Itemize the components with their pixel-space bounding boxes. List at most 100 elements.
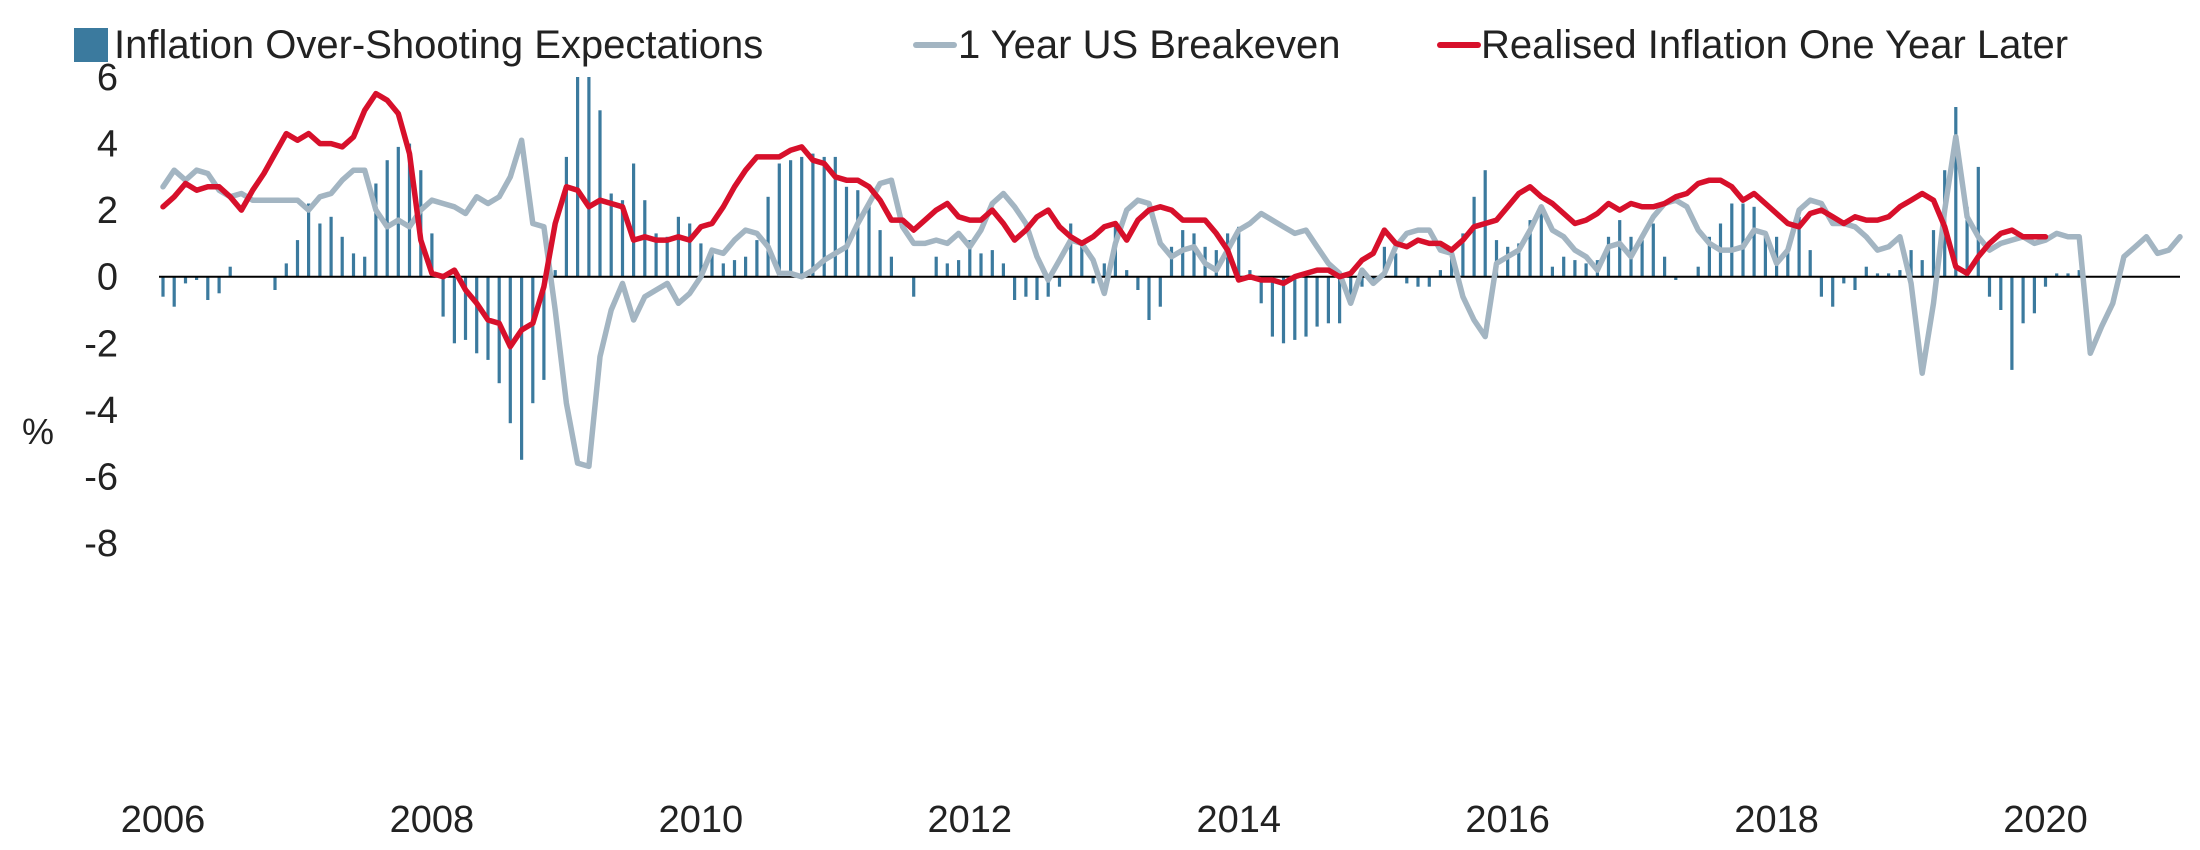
legend-swatch-bars — [74, 28, 108, 62]
bar — [766, 196, 770, 277]
bar — [1427, 276, 1431, 287]
x-axis: 2006 2008 2010 2012 2014 2016 2018 2020 — [121, 799, 2088, 841]
bar — [867, 203, 871, 277]
bar — [2010, 276, 2014, 370]
bar — [1001, 263, 1005, 277]
bar — [1819, 276, 1823, 297]
bar — [1987, 276, 1992, 297]
bar — [564, 156, 568, 277]
bar — [945, 263, 949, 277]
bar — [878, 230, 882, 277]
bar — [1517, 243, 1521, 277]
bar — [396, 146, 400, 277]
bar — [318, 223, 322, 277]
bar — [665, 236, 669, 277]
bar — [1875, 273, 1880, 277]
bar — [710, 253, 714, 277]
bar — [1192, 233, 1196, 277]
bar — [889, 256, 893, 277]
bar — [979, 253, 983, 277]
bar — [1965, 206, 1969, 277]
x-tick-label: 2018 — [1734, 799, 1819, 841]
bar — [811, 153, 815, 277]
bar — [934, 256, 938, 277]
bar — [1360, 276, 1364, 287]
bar — [1125, 270, 1129, 277]
bar — [1237, 226, 1241, 277]
bar — [273, 276, 277, 290]
bar — [475, 276, 479, 354]
bar — [732, 260, 737, 277]
bar — [2043, 276, 2048, 287]
bar — [1752, 206, 1756, 277]
bar — [598, 110, 602, 277]
bar — [755, 240, 759, 277]
bar — [441, 276, 445, 317]
bar — [1326, 276, 1330, 324]
bar — [1102, 263, 1106, 277]
bar — [1405, 276, 1409, 284]
x-tick-label: 2008 — [390, 799, 475, 841]
bar — [587, 77, 591, 277]
y-tick-label: -6 — [84, 456, 118, 498]
bar — [1864, 266, 1868, 277]
bar — [1281, 276, 1286, 344]
bar — [183, 276, 188, 284]
bar — [340, 236, 344, 277]
bar — [307, 203, 311, 277]
bar — [632, 163, 636, 277]
bar — [609, 193, 613, 277]
bar — [172, 276, 176, 307]
bar — [1539, 213, 1543, 277]
bar — [1842, 276, 1846, 284]
bar — [1091, 276, 1095, 284]
bar — [1349, 276, 1353, 304]
bar — [699, 243, 703, 277]
bar — [844, 186, 849, 277]
bar — [1304, 276, 1308, 337]
y-tick-label: 6 — [97, 57, 118, 99]
bar — [1169, 246, 1174, 277]
bar-series — [161, 77, 2081, 460]
bar — [1494, 240, 1499, 277]
bar — [833, 156, 837, 277]
bar — [1158, 276, 1162, 307]
bar — [856, 190, 860, 277]
bar — [620, 200, 625, 277]
bar — [1338, 276, 1342, 324]
bar — [800, 156, 804, 277]
y-axis: 6 4 2 0 -2 -4 -6 -8 — [84, 57, 118, 565]
bar — [520, 276, 524, 460]
bar — [1696, 266, 1700, 277]
y-tick-label: 2 — [97, 190, 118, 232]
bar — [430, 233, 434, 277]
y-tick-label: -4 — [84, 390, 118, 432]
bar — [1797, 216, 1801, 277]
bar — [1909, 250, 1913, 277]
bar — [1214, 250, 1218, 277]
bar — [1763, 236, 1767, 277]
bar — [777, 163, 781, 277]
bar — [1808, 250, 1812, 277]
bar — [654, 233, 658, 277]
bar — [1651, 223, 1655, 277]
bar — [1147, 276, 1151, 320]
bar — [1450, 256, 1454, 277]
bar — [1035, 276, 1039, 300]
bar — [912, 276, 916, 297]
legend: Inflation Over-Shooting Expectations 1 Y… — [74, 23, 2068, 67]
bar — [576, 77, 580, 277]
bar — [2077, 270, 2081, 277]
bar — [789, 160, 793, 277]
bar — [1741, 203, 1745, 277]
bar — [542, 276, 546, 380]
bar — [2032, 276, 2036, 314]
x-tick-label: 2020 — [2003, 799, 2088, 841]
bar — [1382, 246, 1386, 277]
y-tick-label: 4 — [97, 124, 118, 166]
x-tick-label: 2016 — [1465, 799, 1550, 841]
bar — [374, 183, 378, 277]
bar — [508, 276, 512, 424]
bar — [744, 256, 748, 277]
bar — [1999, 276, 2003, 310]
